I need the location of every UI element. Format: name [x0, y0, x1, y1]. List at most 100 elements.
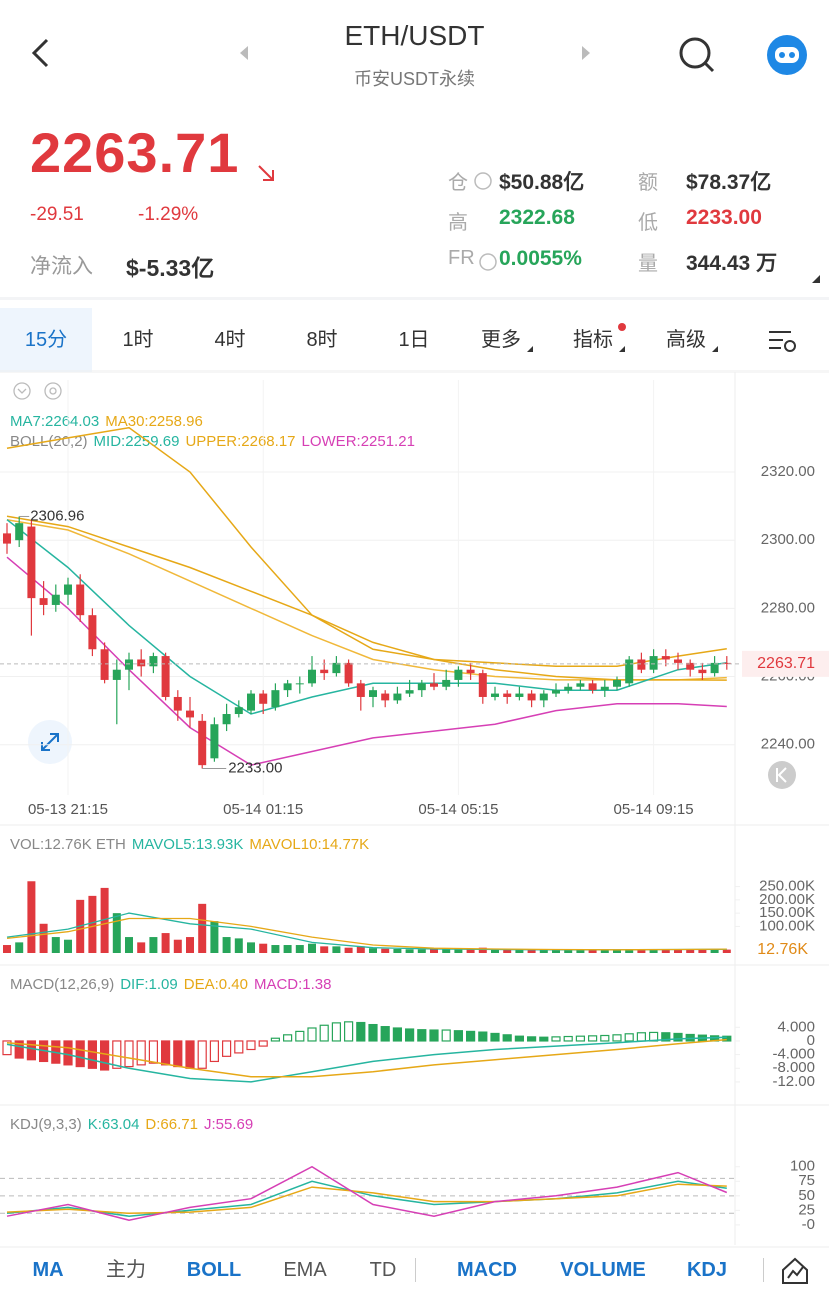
indicator-tab[interactable]: MACD	[457, 1259, 517, 1281]
candle-body	[625, 659, 634, 684]
indicator-tab[interactable]: KDJ	[686, 1259, 727, 1281]
volume-bar	[3, 945, 11, 953]
y-tick-label: 50	[798, 1187, 815, 1204]
scroll-latest[interactable]	[768, 761, 796, 789]
macd-bar	[270, 1037, 280, 1042]
high-marker-label: 2306.96	[30, 507, 84, 524]
macd-bar	[234, 1040, 244, 1054]
y-tick-label: 4.000	[777, 1018, 815, 1035]
macd-bar	[99, 1040, 110, 1071]
candle-body	[27, 526, 36, 599]
y-tick-label: 0	[807, 1032, 815, 1049]
volume-bar	[186, 937, 194, 953]
legend-item: LOWER:2251.21	[301, 433, 415, 450]
candle-body	[271, 690, 280, 708]
candle-body	[125, 659, 133, 670]
volume-bar	[259, 943, 268, 953]
tab[interactable]: 15分	[0, 308, 92, 372]
candle-body	[283, 683, 292, 691]
prev-symbol[interactable]	[240, 46, 248, 60]
last-price-tag	[742, 650, 829, 677]
stat-value: 2233.00	[686, 206, 762, 229]
macd-bar	[453, 1030, 463, 1042]
volume-bar	[698, 949, 707, 953]
candle-body	[210, 724, 219, 759]
volume-bar	[344, 947, 353, 953]
drawing-tool[interactable]	[780, 1256, 810, 1286]
macd-bar	[502, 1034, 512, 1042]
volume-bar	[564, 950, 573, 953]
legend: BOLL(20,2) MID:2259.69 UPPER:2268.17 LOWER:…	[10, 433, 421, 450]
volume-bar	[710, 949, 719, 953]
candle-body	[308, 669, 316, 684]
candle-body	[405, 690, 414, 694]
indicator-tab[interactable]: VOLUME	[560, 1259, 646, 1281]
candle-body	[186, 710, 194, 718]
volume-bar	[552, 950, 560, 953]
macd-bar	[600, 1034, 610, 1042]
volume-bar	[442, 949, 451, 953]
indicator-tab[interactable]: EMA	[283, 1259, 327, 1281]
macd-bar	[283, 1034, 293, 1042]
tab[interactable]: 8时	[306, 329, 338, 351]
macd-bar	[722, 1035, 732, 1042]
candle-body	[674, 659, 682, 663]
legend-item: K:63.04	[87, 1116, 140, 1133]
search-button[interactable]	[679, 37, 715, 73]
volume-bar	[64, 939, 72, 953]
indicator-tab[interactable]: MA	[32, 1259, 64, 1281]
volume-bar	[722, 949, 731, 953]
avatar[interactable]	[767, 35, 807, 75]
next-symbol[interactable]	[582, 46, 590, 60]
indicator-tab[interactable]: BOLL	[186, 1259, 242, 1281]
candle-body	[198, 720, 207, 766]
volume-tag-label: 12.76K	[757, 941, 808, 958]
expand-stats[interactable]	[812, 275, 820, 283]
chart: 2240.002260.002280.002300.002320.0005-13…	[0, 372, 829, 1248]
net-inflow: $-5.33亿	[126, 255, 215, 281]
volume-tag	[742, 939, 829, 960]
candle-body	[661, 656, 670, 660]
tab[interactable]: 4时	[214, 329, 246, 351]
tab[interactable]: 1日	[398, 329, 430, 351]
tab[interactable]: 1时	[122, 329, 154, 351]
candle-body	[173, 696, 182, 711]
volume-bar	[198, 903, 207, 953]
volume-bar	[539, 949, 548, 953]
volume-bar	[320, 946, 329, 953]
fullscreen-button[interactable]	[28, 720, 72, 764]
candle-body	[649, 656, 658, 670]
macd-bar	[173, 1040, 183, 1068]
indicator-tab[interactable]: 主力	[106, 1259, 146, 1281]
volume-bar	[356, 946, 365, 953]
macd-bar	[441, 1029, 451, 1042]
macd-bar	[319, 1024, 329, 1042]
macd-bar	[356, 1021, 366, 1042]
macd-bar	[429, 1029, 439, 1042]
macd-bar	[563, 1035, 573, 1042]
indicator-line	[6, 519, 727, 715]
macd-bar	[539, 1036, 549, 1042]
chart-tools[interactable]	[13, 382, 62, 400]
macd-bar	[14, 1040, 24, 1059]
tab[interactable]: 指标	[573, 329, 613, 351]
macd-bar	[87, 1040, 98, 1069]
tab[interactable]: 高级	[666, 329, 706, 351]
indicator-tab[interactable]: TD	[369, 1259, 397, 1281]
macd-bar	[222, 1040, 232, 1057]
back-button[interactable]	[31, 38, 49, 68]
tab[interactable]: 更多	[481, 329, 521, 351]
macd-bar	[246, 1040, 256, 1051]
volume-bar	[295, 945, 304, 953]
volume-bar	[332, 946, 341, 953]
volume-bar	[125, 937, 133, 953]
candle-body	[600, 686, 609, 691]
candle-body	[295, 683, 304, 685]
candle-body	[344, 662, 353, 684]
candle-body	[417, 683, 426, 691]
last-price-label: 2263.71	[757, 655, 815, 672]
volume-bar	[417, 949, 426, 953]
macd-bar	[136, 1040, 146, 1066]
volume-bar	[112, 913, 121, 953]
legend-item: MAVOL5:13.93K	[131, 836, 244, 853]
